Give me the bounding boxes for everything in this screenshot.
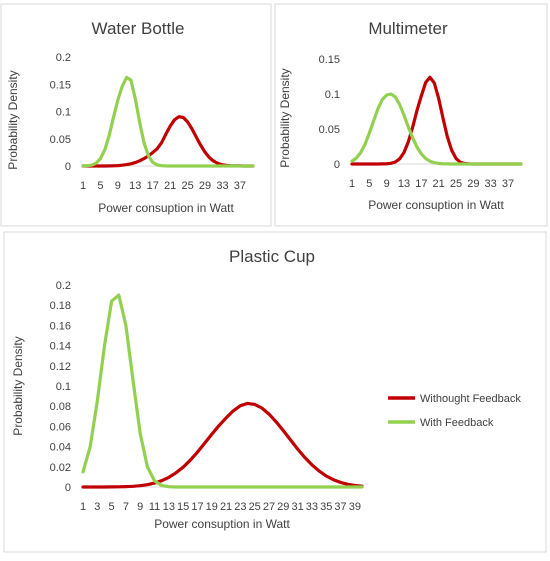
x-tick-label: 29 [199,180,211,192]
x-axis-label: Power consuption in Watt [98,201,234,215]
x-tick-label: 29 [277,501,289,513]
x-tick-label: 1 [349,178,355,190]
y-tick-label: 0.16 [50,320,71,332]
y-tick-label: 0.08 [50,401,71,413]
chart-frame [274,3,548,227]
y-tick-labels: 0 0.05 0.1 0.15 [319,54,340,171]
x-axis-label: Power consuption in Watt [368,198,504,212]
y-tick-labels: 0 0.05 0.1 0.15 0.2 [50,52,71,173]
y-tick-label: 0.05 [50,134,71,146]
y-tick-label: 0.12 [50,361,71,373]
legend-label-without-feedback: Withought Feedback [420,393,521,405]
x-tick-label: 17 [191,501,203,513]
x-tick-label: 27 [263,501,275,513]
series-lines [350,75,523,166]
x-tick-label: 7 [123,501,129,513]
x-tick-label: 33 [306,501,318,513]
y-tick-label: 0.15 [50,79,71,91]
x-tick-label: 25 [450,178,462,190]
x-tick-label: 9 [384,178,390,190]
y-tick-label: 0 [65,482,71,494]
y-tick-label: 0.06 [50,421,71,433]
x-tick-label: 33 [216,180,228,192]
x-tick-label: 3 [94,501,100,513]
legend: Withought Feedback With Feedback [388,393,521,429]
x-tick-label: 5 [109,501,115,513]
y-axis-label: Probability Density [278,68,292,167]
chart-title: Multimeter [368,19,448,38]
x-tick-label: 1 [80,501,86,513]
series-line-without-feedback [81,401,364,489]
x-tick-label: 15 [177,501,189,513]
x-tick-label: 21 [433,178,445,190]
x-tick-label: 37 [234,180,246,192]
x-tick-label: 37 [334,501,346,513]
series-line-with-feedback [81,75,255,168]
y-tick-label: 0.14 [50,341,71,353]
y-tick-label: 0.1 [56,381,71,393]
x-tick-label: 13 [398,178,410,190]
series-lines [81,293,364,489]
y-tick-label: 0.1 [325,89,340,101]
x-tick-label: 19 [206,501,218,513]
series-lines [81,75,255,168]
x-tick-label: 1 [80,180,86,192]
y-tick-label: 0.2 [56,280,71,292]
y-tick-label: 0 [334,159,340,171]
y-tick-label: 0.02 [50,462,71,474]
x-axis-label: Power consuption in Watt [154,517,290,531]
chart-frame [0,3,272,227]
plastic-cup-chart: Plastic Cup Probability Density Power co… [3,231,547,553]
x-tick-label: 35 [320,501,332,513]
x-tick-labels: 1 5 9 13 17 21 25 29 33 37 [80,180,246,192]
series-line-with-feedback [350,92,523,166]
y-tick-label: 0 [65,161,71,173]
x-tick-label: 13 [129,180,141,192]
y-axis-label: Probability Density [6,70,20,169]
x-tick-label: 25 [181,180,193,192]
x-tick-label: 23 [234,501,246,513]
y-tick-label: 0.05 [319,124,340,136]
x-tick-label: 31 [291,501,303,513]
x-tick-labels: 1 3 5 7 9 11 13 15 17 19 21 23 25 27 29 31 33 35 37 39 [80,501,361,513]
y-tick-label: 0.1 [56,107,71,119]
x-tick-label: 29 [467,178,479,190]
x-tick-label: 25 [249,501,261,513]
x-tick-labels: 1 5 9 13 17 21 25 29 33 37 [349,178,514,190]
x-tick-label: 21 [220,501,232,513]
water-bottle-chart: Water Bottle Probability Density Power c… [0,3,272,227]
x-tick-label: 5 [97,180,103,192]
x-tick-label: 13 [163,501,175,513]
multimeter-chart: Multimeter Probability Density Power con… [274,3,548,227]
y-tick-labels: 0 0.02 0.04 0.06 0.08 0.1 0.12 0.14 0.16 0.18 0.2 [50,280,71,494]
y-tick-label: 0.04 [50,442,71,454]
x-tick-label: 17 [415,178,427,190]
y-tick-label: 0.15 [319,54,340,66]
x-tick-label: 9 [115,180,121,192]
x-tick-label: 5 [366,178,372,190]
x-tick-label: 33 [485,178,497,190]
y-tick-label: 0.2 [56,52,71,64]
x-tick-label: 37 [502,178,514,190]
x-tick-label: 9 [137,501,143,513]
x-tick-label: 21 [164,180,176,192]
chart-title: Water Bottle [92,19,185,38]
legend-label-with-feedback: With Feedback [420,417,494,429]
y-tick-label: 0.18 [50,300,71,312]
chart-title: Plastic Cup [229,247,315,266]
series-line-with-feedback [81,293,364,489]
x-tick-label: 11 [149,501,160,513]
chart-frame [3,231,547,553]
x-tick-label: 17 [147,180,159,192]
x-tick-label: 39 [349,501,361,513]
y-axis-label: Probability Density [11,336,25,435]
